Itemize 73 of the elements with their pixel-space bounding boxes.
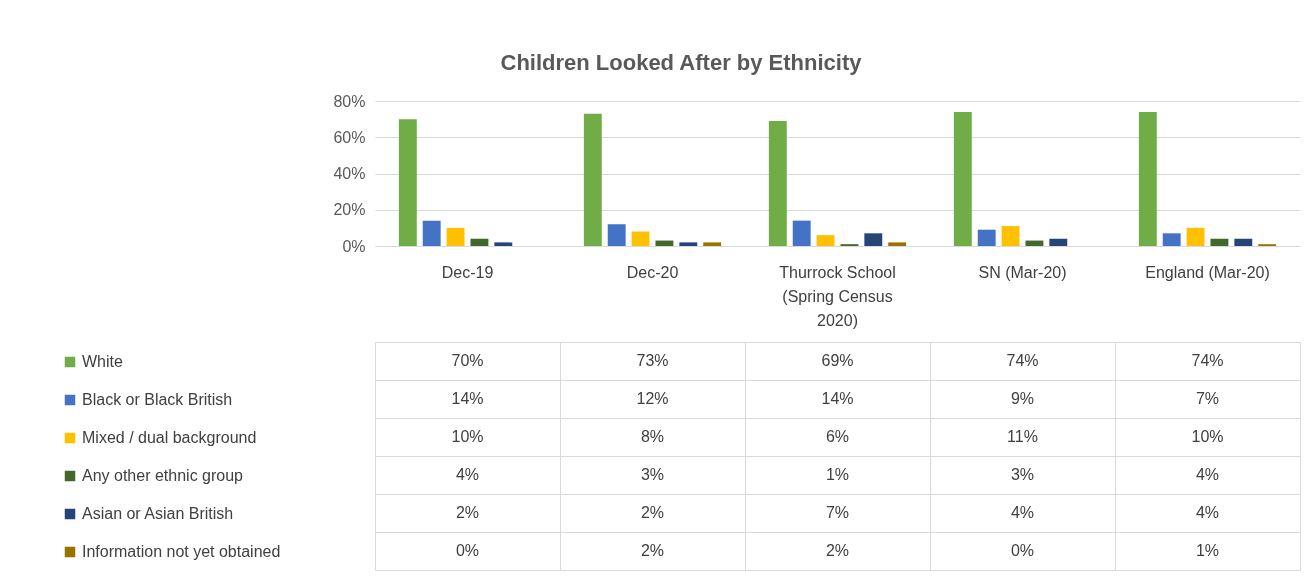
x-tick-label: Dec-20: [626, 263, 679, 281]
data-label: 7%: [825, 504, 850, 521]
bar: [1025, 240, 1044, 246]
bar: [1162, 233, 1181, 246]
data-label: 3%: [640, 466, 665, 483]
bar: [679, 242, 698, 246]
data-label: 4%: [455, 466, 480, 483]
data-label: 9%: [1010, 390, 1035, 407]
bar: [422, 220, 441, 246]
bar: [703, 242, 722, 246]
data-label: 69%: [821, 352, 854, 369]
data-label: 14%: [821, 390, 854, 407]
bar: [888, 242, 907, 246]
data-label: 14%: [451, 390, 484, 407]
chart-title: Children Looked After by Ethnicity: [500, 50, 863, 75]
bar: [470, 238, 489, 246]
bar: [446, 227, 465, 246]
y-tick-label: 80%: [333, 92, 366, 110]
data-label: 0%: [1010, 542, 1035, 559]
bar: [631, 231, 650, 246]
x-tick-label: Dec-19: [441, 263, 494, 281]
bar: [1186, 227, 1205, 246]
data-label: 0%: [455, 542, 480, 559]
data-label: 4%: [1195, 466, 1220, 483]
bar: [977, 229, 996, 246]
x-tick-label: SN (Mar-20): [978, 263, 1067, 281]
data-label: 1%: [825, 466, 850, 483]
y-tick-label: 60%: [333, 128, 366, 146]
legend-label: Mixed / dual background: [82, 429, 257, 446]
bar: [655, 240, 674, 246]
data-label: 2%: [825, 542, 850, 559]
bar: [1234, 238, 1253, 246]
legend-label: Information not yet obtained: [82, 543, 281, 560]
data-label: 8%: [640, 428, 665, 445]
bar: [953, 111, 972, 246]
bar: [583, 113, 602, 246]
data-label: 1%: [1195, 542, 1220, 559]
data-label: 2%: [640, 504, 665, 521]
y-tick-label: 0%: [342, 237, 366, 255]
data-label: 12%: [636, 390, 669, 407]
bar: [607, 224, 626, 246]
data-label: 11%: [1007, 428, 1038, 445]
bar: [768, 120, 787, 246]
x-tick-label: Thurrock School (Spring Census 2020): [779, 263, 896, 329]
bar: [1138, 111, 1157, 246]
data-label: 10%: [1191, 428, 1224, 445]
bar: [864, 233, 883, 246]
y-tick-label: 40%: [333, 165, 366, 182]
data-label: 2%: [455, 504, 480, 521]
bar: [398, 119, 417, 246]
legend-label: Any other ethnic group: [82, 467, 244, 484]
x-tick-label: England (Mar-20): [1145, 263, 1270, 281]
data-label: 6%: [825, 428, 850, 445]
data-label: 74%: [1006, 352, 1039, 369]
y-tick-label: 20%: [333, 201, 366, 219]
data-label: 74%: [1191, 352, 1224, 369]
data-label: 7%: [1195, 390, 1220, 407]
bar: [1049, 238, 1068, 246]
data-label: 3%: [1010, 466, 1035, 483]
bar: [792, 220, 811, 246]
data-label: 2%: [640, 542, 665, 559]
data-label: 4%: [1195, 504, 1220, 521]
legend-label: Asian or Asian British: [82, 505, 234, 522]
legend-label: Black or Black British: [82, 391, 233, 408]
data-label: 4%: [1010, 504, 1035, 521]
data-label: 73%: [636, 352, 669, 369]
legend-label: White: [82, 353, 123, 370]
bar: [1210, 238, 1229, 246]
bar: [1001, 226, 1020, 246]
bar: [816, 235, 835, 246]
data-label: 70%: [451, 352, 484, 369]
bar: [494, 242, 513, 246]
data-label: 10%: [451, 428, 484, 445]
